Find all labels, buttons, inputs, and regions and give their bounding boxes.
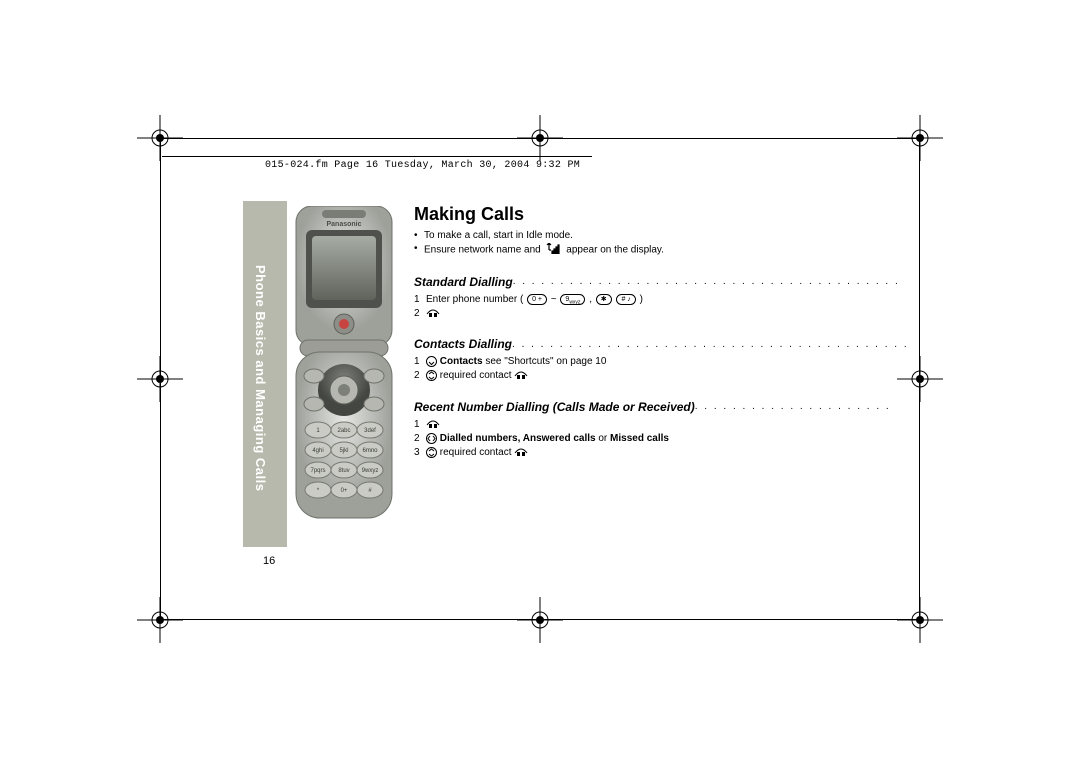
call-key-icon <box>514 447 528 458</box>
content-column: Making Calls To make a call, start in Id… <box>414 204 916 458</box>
nav-down-icon <box>426 356 437 367</box>
intro-bullet: To make a call, start in Idle mode. <box>414 230 916 241</box>
key-icon: 9wxyz <box>560 294 585 305</box>
phone-brand-label: Panasonic <box>326 221 361 228</box>
phone-illustration: Panasonic 12abc3def 4ghi5jkl6mno 7pqrs8t… <box>292 206 396 520</box>
section: Recent Number Dialling (Calls Made or Re… <box>414 398 916 458</box>
step: 3 required contact <box>414 447 916 458</box>
key-icon: ✱ <box>596 294 612 305</box>
svg-text:0+: 0+ <box>341 488 348 494</box>
key-icon: # ♪ <box>616 294 635 305</box>
header-rule <box>162 156 592 157</box>
step-text: Enter phone number ( <box>426 294 523 305</box>
svg-text:8tuv: 8tuv <box>338 468 349 474</box>
step: 1 Enter phone number ( 0 + ~ 9wxyz , ✱ #… <box>414 294 916 305</box>
step: 1 Contacts see "Shortcuts" on page 10 <box>414 356 916 367</box>
svg-text:4ghi: 4ghi <box>312 448 323 454</box>
print-footer: 015-024.fm Page 16 Tuesday, March 30, 20… <box>265 160 580 171</box>
step: 2 Dialled numbers, Answered calls or Mis… <box>414 433 916 444</box>
page-title: Making Calls <box>414 204 916 225</box>
svg-text:6mno: 6mno <box>362 448 378 454</box>
nav-vertical-icon <box>426 370 437 381</box>
svg-text:2abc: 2abc <box>337 428 350 434</box>
section: Standard Dialling. . . . . . . . . . . .… <box>414 273 916 319</box>
nav-horizontal-icon <box>426 433 437 444</box>
nav-vertical-icon <box>426 447 437 458</box>
signal-icon <box>546 243 562 257</box>
section-title: Standard Dialling <box>414 275 513 289</box>
svg-text:3def: 3def <box>364 428 376 434</box>
step-text: required contact <box>440 371 515 382</box>
svg-text:7pqrs: 7pqrs <box>310 468 325 474</box>
step-tail: ) <box>640 294 643 305</box>
step: 2 required contact <box>414 370 916 381</box>
svg-text:9wxyz: 9wxyz <box>362 468 379 474</box>
key-icon: 0 + <box>527 294 547 305</box>
step-text: Contacts see "Shortcuts" on page 10 <box>440 356 607 367</box>
intro-bullet: Ensure network name and appear on the di… <box>414 243 916 257</box>
intro-text: appear on the display. <box>566 245 664 256</box>
intro-text: Ensure network name and <box>424 245 544 256</box>
call-key-icon <box>426 419 440 430</box>
section-title: Contacts Dialling <box>414 337 512 351</box>
section-title: Recent Number Dialling (Calls Made or Re… <box>414 400 695 414</box>
section-tab-label: Phone Basics and Managing Calls <box>253 265 268 491</box>
step: 1 <box>414 419 916 430</box>
step-text: Dialled numbers, Answered calls or Misse… <box>440 433 669 444</box>
step-text: required contact <box>440 447 515 458</box>
page-number: 16 <box>263 555 275 567</box>
svg-text:5jkl: 5jkl <box>339 448 348 454</box>
section: Contacts Dialling. . . . . . . . . . . .… <box>414 335 916 381</box>
call-key-icon <box>426 308 440 319</box>
call-key-icon <box>514 370 528 381</box>
step: 2 <box>414 308 916 319</box>
